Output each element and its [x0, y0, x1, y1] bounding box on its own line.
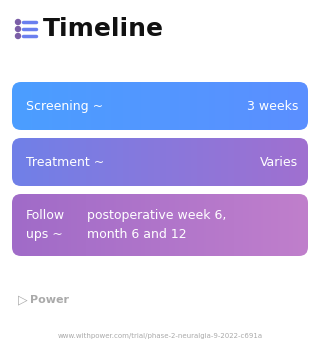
Text: Follow
ups ~: Follow ups ~: [26, 209, 65, 241]
Text: www.withpower.com/trial/phase-2-neuralgia-9-2022-c691a: www.withpower.com/trial/phase-2-neuralgi…: [57, 333, 263, 339]
FancyBboxPatch shape: [12, 138, 308, 186]
FancyBboxPatch shape: [12, 82, 308, 130]
Circle shape: [15, 34, 20, 39]
Circle shape: [15, 26, 20, 32]
Text: Power: Power: [30, 295, 69, 305]
Text: Screening ~: Screening ~: [26, 100, 103, 112]
Text: Timeline: Timeline: [43, 17, 164, 41]
FancyBboxPatch shape: [12, 194, 308, 256]
Text: Treatment ~: Treatment ~: [26, 155, 104, 169]
Text: postoperative week 6,
month 6 and 12: postoperative week 6, month 6 and 12: [87, 209, 226, 241]
Text: ▷: ▷: [18, 294, 28, 306]
Circle shape: [15, 19, 20, 25]
Text: 3 weeks: 3 weeks: [247, 100, 298, 112]
Text: Varies: Varies: [260, 155, 298, 169]
